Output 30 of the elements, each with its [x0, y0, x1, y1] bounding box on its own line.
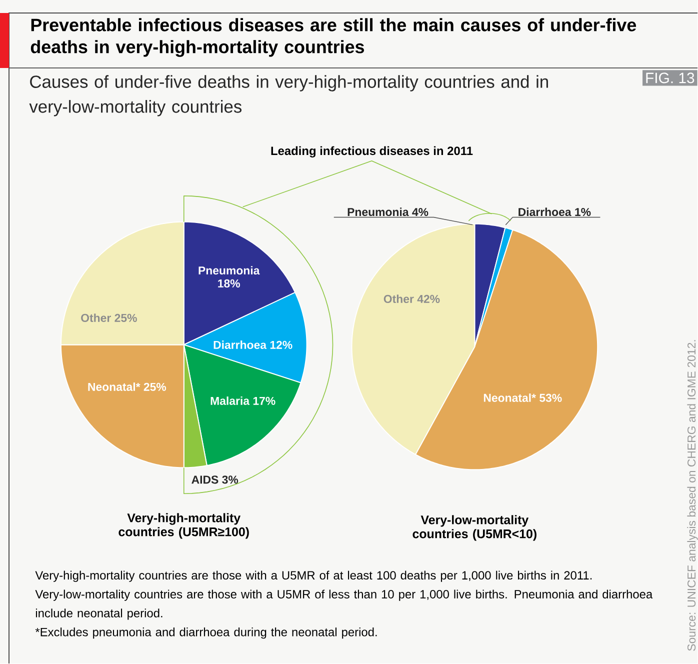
- slice-label: Other: [81, 314, 111, 322]
- data-label: 4%: [412, 208, 428, 216]
- data-label: 17%: [253, 396, 276, 405]
- slice-label: Diarrhoea: [518, 208, 572, 216]
- chart-title: Preventable infectious diseases are still the main causes of under-five deaths in very-high-mortality countries: [30, 18, 636, 57]
- data-label: 3%: [222, 476, 238, 484]
- slice-label: Malaria: [210, 396, 250, 405]
- text: Very-high-mortality countries are those with a U5MR of at least 100 deaths per 1,000 live births in 2011.: [35, 570, 592, 582]
- chart-subtitle: Causes of under-five deaths in very-high-mortality countries and in very-low-mortality countries: [29, 75, 548, 116]
- data-label: 18%: [218, 279, 240, 288]
- text: Very-low-mortality countries are those with a U5MR of less than 10 per 1,000 live births. Pneumonia and diarrhoea include neonatal period.: [35, 590, 653, 620]
- slice-label: AIDS: [192, 476, 218, 484]
- caption: FIG. 13: [646, 72, 694, 84]
- text: Very-high-mortality countries (U5MR≥100): [118, 513, 249, 539]
- data-label: 12%: [270, 340, 292, 349]
- data-label: 53%: [540, 394, 562, 402]
- text: Leading infectious diseases in 2011: [271, 146, 473, 158]
- slice-label: Neonatal*: [484, 394, 536, 402]
- source-note: Source: UNICEF analysis based on CHERG and IGME 2012.: [687, 340, 698, 651]
- data-label: 25%: [114, 314, 137, 322]
- slice-label: Neonatal*: [88, 382, 140, 391]
- slice-label: Other: [384, 294, 414, 303]
- slice-label: Diarrhoea: [214, 340, 267, 349]
- slice-label: Pneumonia: [348, 208, 409, 216]
- text: *Excludes pneumonia and diarrhoea during the neonatal period.: [35, 628, 377, 639]
- data-label: 1%: [575, 208, 591, 216]
- text: Very-low-mortality countries (U5MR<10): [412, 515, 536, 541]
- data-label: 25%: [144, 382, 166, 391]
- slice-label: Pneumonia: [198, 266, 260, 275]
- data-label: 42%: [417, 294, 440, 303]
